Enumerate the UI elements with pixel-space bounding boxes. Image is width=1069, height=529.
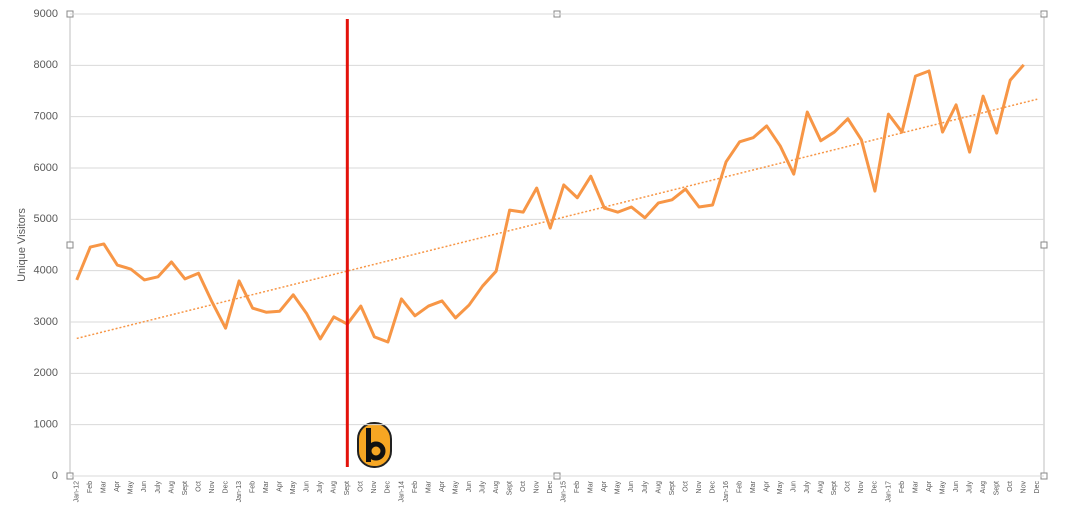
x-tick-label: Nov bbox=[858, 481, 865, 494]
x-tick-label: Mar bbox=[263, 480, 270, 493]
x-tick-label: Jun bbox=[466, 481, 473, 492]
x-tick-label: Apr bbox=[926, 480, 933, 492]
x-tick-label: Sept bbox=[669, 481, 676, 495]
x-tick-label: Jun bbox=[628, 481, 635, 492]
plot-frame bbox=[69, 13, 1045, 477]
x-tick-label: Mar bbox=[750, 480, 757, 493]
x-tick-label: Dec bbox=[385, 481, 392, 494]
x-tick-label: Sept bbox=[506, 481, 513, 495]
x-tick-label: May bbox=[452, 481, 459, 495]
x-tick-label: Jan-16 bbox=[723, 481, 730, 503]
x-tick-label: Jan-17 bbox=[885, 481, 892, 503]
x-tick-label: Nov bbox=[1021, 481, 1028, 494]
y-tick-label: 2000 bbox=[34, 367, 58, 379]
x-tick-label: Oct bbox=[520, 481, 527, 492]
x-tick-label: Oct bbox=[682, 481, 689, 492]
logo-stem bbox=[366, 428, 371, 462]
x-tick-label: May bbox=[290, 481, 297, 495]
selection-handles bbox=[66, 10, 1048, 480]
x-tick-label: July bbox=[479, 481, 486, 494]
x-tick-label: May bbox=[939, 481, 946, 495]
x-tick-label: Dec bbox=[709, 481, 716, 494]
x-tick-label: Aug bbox=[168, 481, 175, 494]
x-tick-label: Dec bbox=[547, 481, 554, 494]
x-tick-label: Jan-14 bbox=[398, 481, 405, 503]
y-tick-label: 4000 bbox=[34, 265, 58, 277]
x-tick-label: Nov bbox=[371, 481, 378, 494]
x-tick-label: Dec bbox=[1034, 481, 1041, 494]
x-tick-label: Aug bbox=[818, 481, 825, 494]
x-tick-label: Aug bbox=[331, 481, 338, 494]
x-tick-label: Dec bbox=[872, 481, 879, 494]
x-tick-label: Apr bbox=[277, 480, 284, 492]
x-tick-label: Feb bbox=[412, 481, 419, 493]
x-tick-label: Feb bbox=[249, 481, 256, 493]
y-tick-label: 7000 bbox=[34, 111, 58, 123]
x-tick-label: Jan-13 bbox=[236, 481, 243, 503]
x-tick-label: Aug bbox=[980, 481, 987, 494]
trendline bbox=[76, 98, 1038, 340]
x-tick-label: July bbox=[966, 481, 973, 494]
y-tick-label: 5000 bbox=[34, 213, 58, 225]
x-tick-label: Apr bbox=[114, 480, 121, 492]
y-tick-label: 3000 bbox=[34, 316, 58, 328]
x-tick-label: Jan-15 bbox=[561, 481, 568, 503]
y-tick-label: 6000 bbox=[34, 162, 58, 174]
x-tick-label: Apr bbox=[601, 480, 608, 492]
x-tick-label: Sept bbox=[993, 481, 1000, 495]
x-tick-label: May bbox=[777, 481, 784, 495]
x-tick-label: Feb bbox=[899, 481, 906, 493]
handle bbox=[66, 241, 74, 249]
x-tick-label: Jun bbox=[791, 481, 798, 492]
x-tick-label: Apr bbox=[439, 480, 446, 492]
x-tick-label: Mar bbox=[425, 480, 432, 493]
x-tick-label: July bbox=[804, 481, 811, 494]
x-tick-label: Feb bbox=[736, 481, 743, 493]
x-tick-label: Aug bbox=[493, 481, 500, 494]
x-tick-label: May bbox=[128, 481, 135, 495]
x-tick-label: Mar bbox=[101, 480, 108, 493]
x-tick-label: Jun bbox=[304, 481, 311, 492]
x-tick-label: Nov bbox=[209, 481, 216, 494]
x-tick-label: Feb bbox=[574, 481, 581, 493]
x-tick-label: Dec bbox=[222, 481, 229, 494]
y-tick-label: 9000 bbox=[34, 8, 58, 20]
x-tick-label: Oct bbox=[1007, 481, 1014, 492]
x-tick-label: Sept bbox=[182, 481, 189, 495]
y-tick-label: 1000 bbox=[34, 419, 58, 431]
data-line bbox=[75, 63, 1025, 344]
y-tick-label: 8000 bbox=[34, 59, 58, 71]
y-tick-label: 0 bbox=[52, 470, 58, 482]
x-tick-label: Nov bbox=[696, 481, 703, 494]
y-axis-label: Unique Visitors bbox=[16, 208, 28, 282]
x-tick-label: Jan-12 bbox=[74, 481, 81, 503]
logo bbox=[357, 422, 392, 468]
x-tick-label: July bbox=[317, 481, 324, 494]
x-tick-label: Apr bbox=[764, 480, 771, 492]
x-tick-label: Sept bbox=[344, 481, 351, 495]
x-tick-label: July bbox=[642, 481, 649, 494]
x-tick-label: Oct bbox=[845, 481, 852, 492]
x-tick-label: Oct bbox=[195, 481, 202, 492]
x-tick-label: Mar bbox=[588, 480, 595, 493]
logo-bowl bbox=[366, 441, 386, 461]
x-tick-label: Jun bbox=[953, 481, 960, 492]
x-tick-label: Sept bbox=[831, 481, 838, 495]
x-tick-label: Jun bbox=[141, 481, 148, 492]
handle bbox=[1040, 241, 1048, 249]
x-tick-label: Oct bbox=[358, 481, 365, 492]
x-tick-label: Nov bbox=[534, 481, 541, 494]
x-tick-label: July bbox=[155, 481, 162, 494]
x-tick-label: Feb bbox=[87, 481, 94, 493]
x-tick-label: Aug bbox=[655, 481, 662, 494]
x-tick-label: Mar bbox=[912, 480, 919, 493]
x-tick-label: May bbox=[615, 481, 622, 495]
